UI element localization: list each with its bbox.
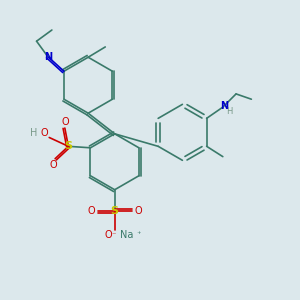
Text: O: O [104, 230, 112, 239]
Text: ⁺: ⁺ [136, 230, 141, 239]
Text: ⁻: ⁻ [112, 230, 116, 239]
Text: H: H [30, 128, 38, 138]
Text: S: S [111, 206, 119, 216]
Text: Na: Na [120, 230, 134, 239]
Text: O: O [61, 117, 69, 127]
Text: N: N [220, 101, 228, 111]
Text: O: O [134, 206, 142, 216]
Text: O: O [50, 160, 57, 170]
Text: H: H [226, 107, 232, 116]
Text: O: O [40, 128, 48, 138]
Text: S: S [64, 141, 72, 151]
Text: N: N [44, 52, 52, 61]
Text: O: O [87, 206, 95, 216]
